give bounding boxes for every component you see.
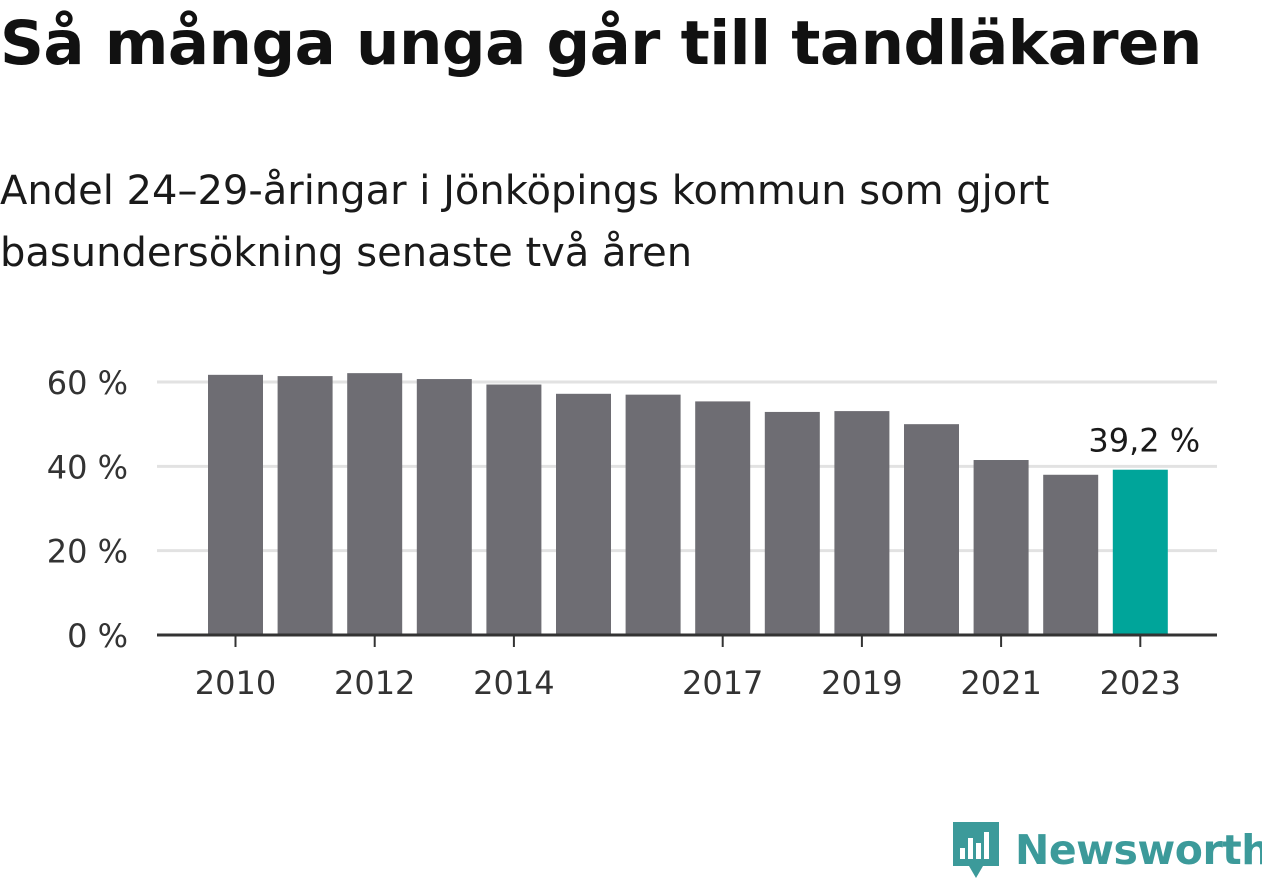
chart-title: Så många unga går till tandläkaren [0,8,1202,79]
bar [486,384,542,635]
newsworthy-logo[interactable]: Newsworthy [951,820,1262,880]
bar [904,424,959,635]
x-tick-label: 2010 [195,664,276,702]
bar [347,373,403,635]
bar [625,394,681,635]
bar-chart-bubble-logo-icon [953,822,999,878]
bar [556,393,611,635]
bar [834,411,890,635]
x-tick-label: 2017 [682,664,763,702]
chart-subtitle: Andel 24–29-åringar i Jönköpings kommun … [0,168,1050,276]
x-tick-label: 2023 [1100,664,1181,702]
brand-name: Newsworthy [1015,826,1262,874]
y-tick-label: 60 % [47,364,128,402]
y-tick-label: 40 % [47,448,128,486]
x-tick-label: 2012 [334,664,415,702]
bar [764,411,820,635]
x-tick-label: 2021 [960,664,1041,702]
bar [973,460,1029,635]
y-tick-label: 20 % [47,533,128,571]
x-tick-label: 2019 [821,664,902,702]
y-tick-label: 0 % [67,617,128,655]
bar [416,379,472,635]
bar [277,376,333,635]
data-label: 39,2 % [1088,422,1200,460]
x-tick-label: 2014 [473,664,554,702]
bar-highlight [1112,469,1168,635]
bar [1043,474,1099,635]
bar [695,401,751,635]
bar [208,374,263,635]
